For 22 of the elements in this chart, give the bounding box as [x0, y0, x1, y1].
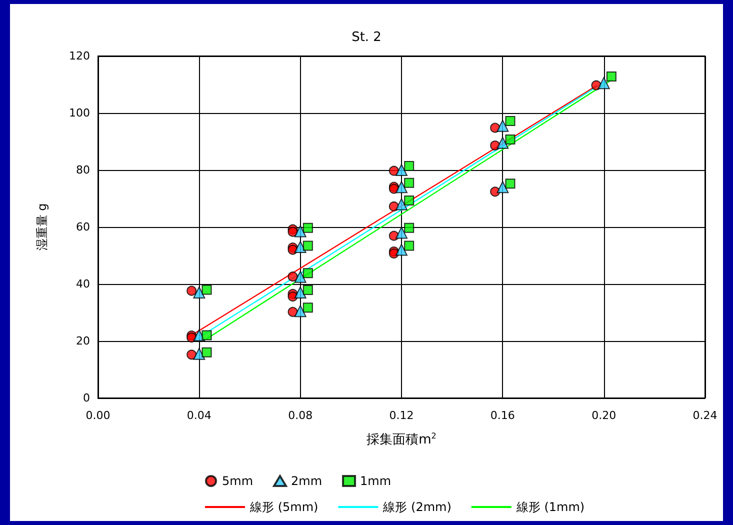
legend-label: 5mm [222, 474, 254, 488]
legend-label: 線形 (1mm) [515, 500, 585, 514]
y-tick-label: 60 [76, 220, 90, 234]
x-tick-label: 0.12 [389, 409, 414, 422]
legend-label: 1mm [360, 474, 392, 488]
y-tick-label: 20 [76, 334, 90, 348]
x-tick-label: 0.24 [692, 409, 718, 422]
legend-label: 線形 (2mm) [382, 500, 452, 514]
y-axis-title: 湿重量 g [35, 203, 49, 251]
y-tick-label: 80 [76, 164, 90, 176]
x-tick-label: 0.00 [86, 409, 110, 422]
y-tick-label: 120 [69, 50, 90, 62]
x-tick-label: 0.20 [592, 409, 616, 422]
x-tick-label: 0.04 [186, 409, 212, 422]
chart-title: St. 2 [352, 30, 382, 45]
y-tick-label: 40 [76, 278, 90, 290]
legend-label: 線形 (5mm) [249, 500, 318, 514]
legend-label: 2mm [291, 474, 322, 488]
x-tick-label: 0.08 [288, 409, 313, 422]
x-tick-label: 0.16 [490, 409, 515, 422]
y-tick-label: 0 [83, 392, 90, 404]
y-tick-label: 100 [69, 106, 90, 120]
